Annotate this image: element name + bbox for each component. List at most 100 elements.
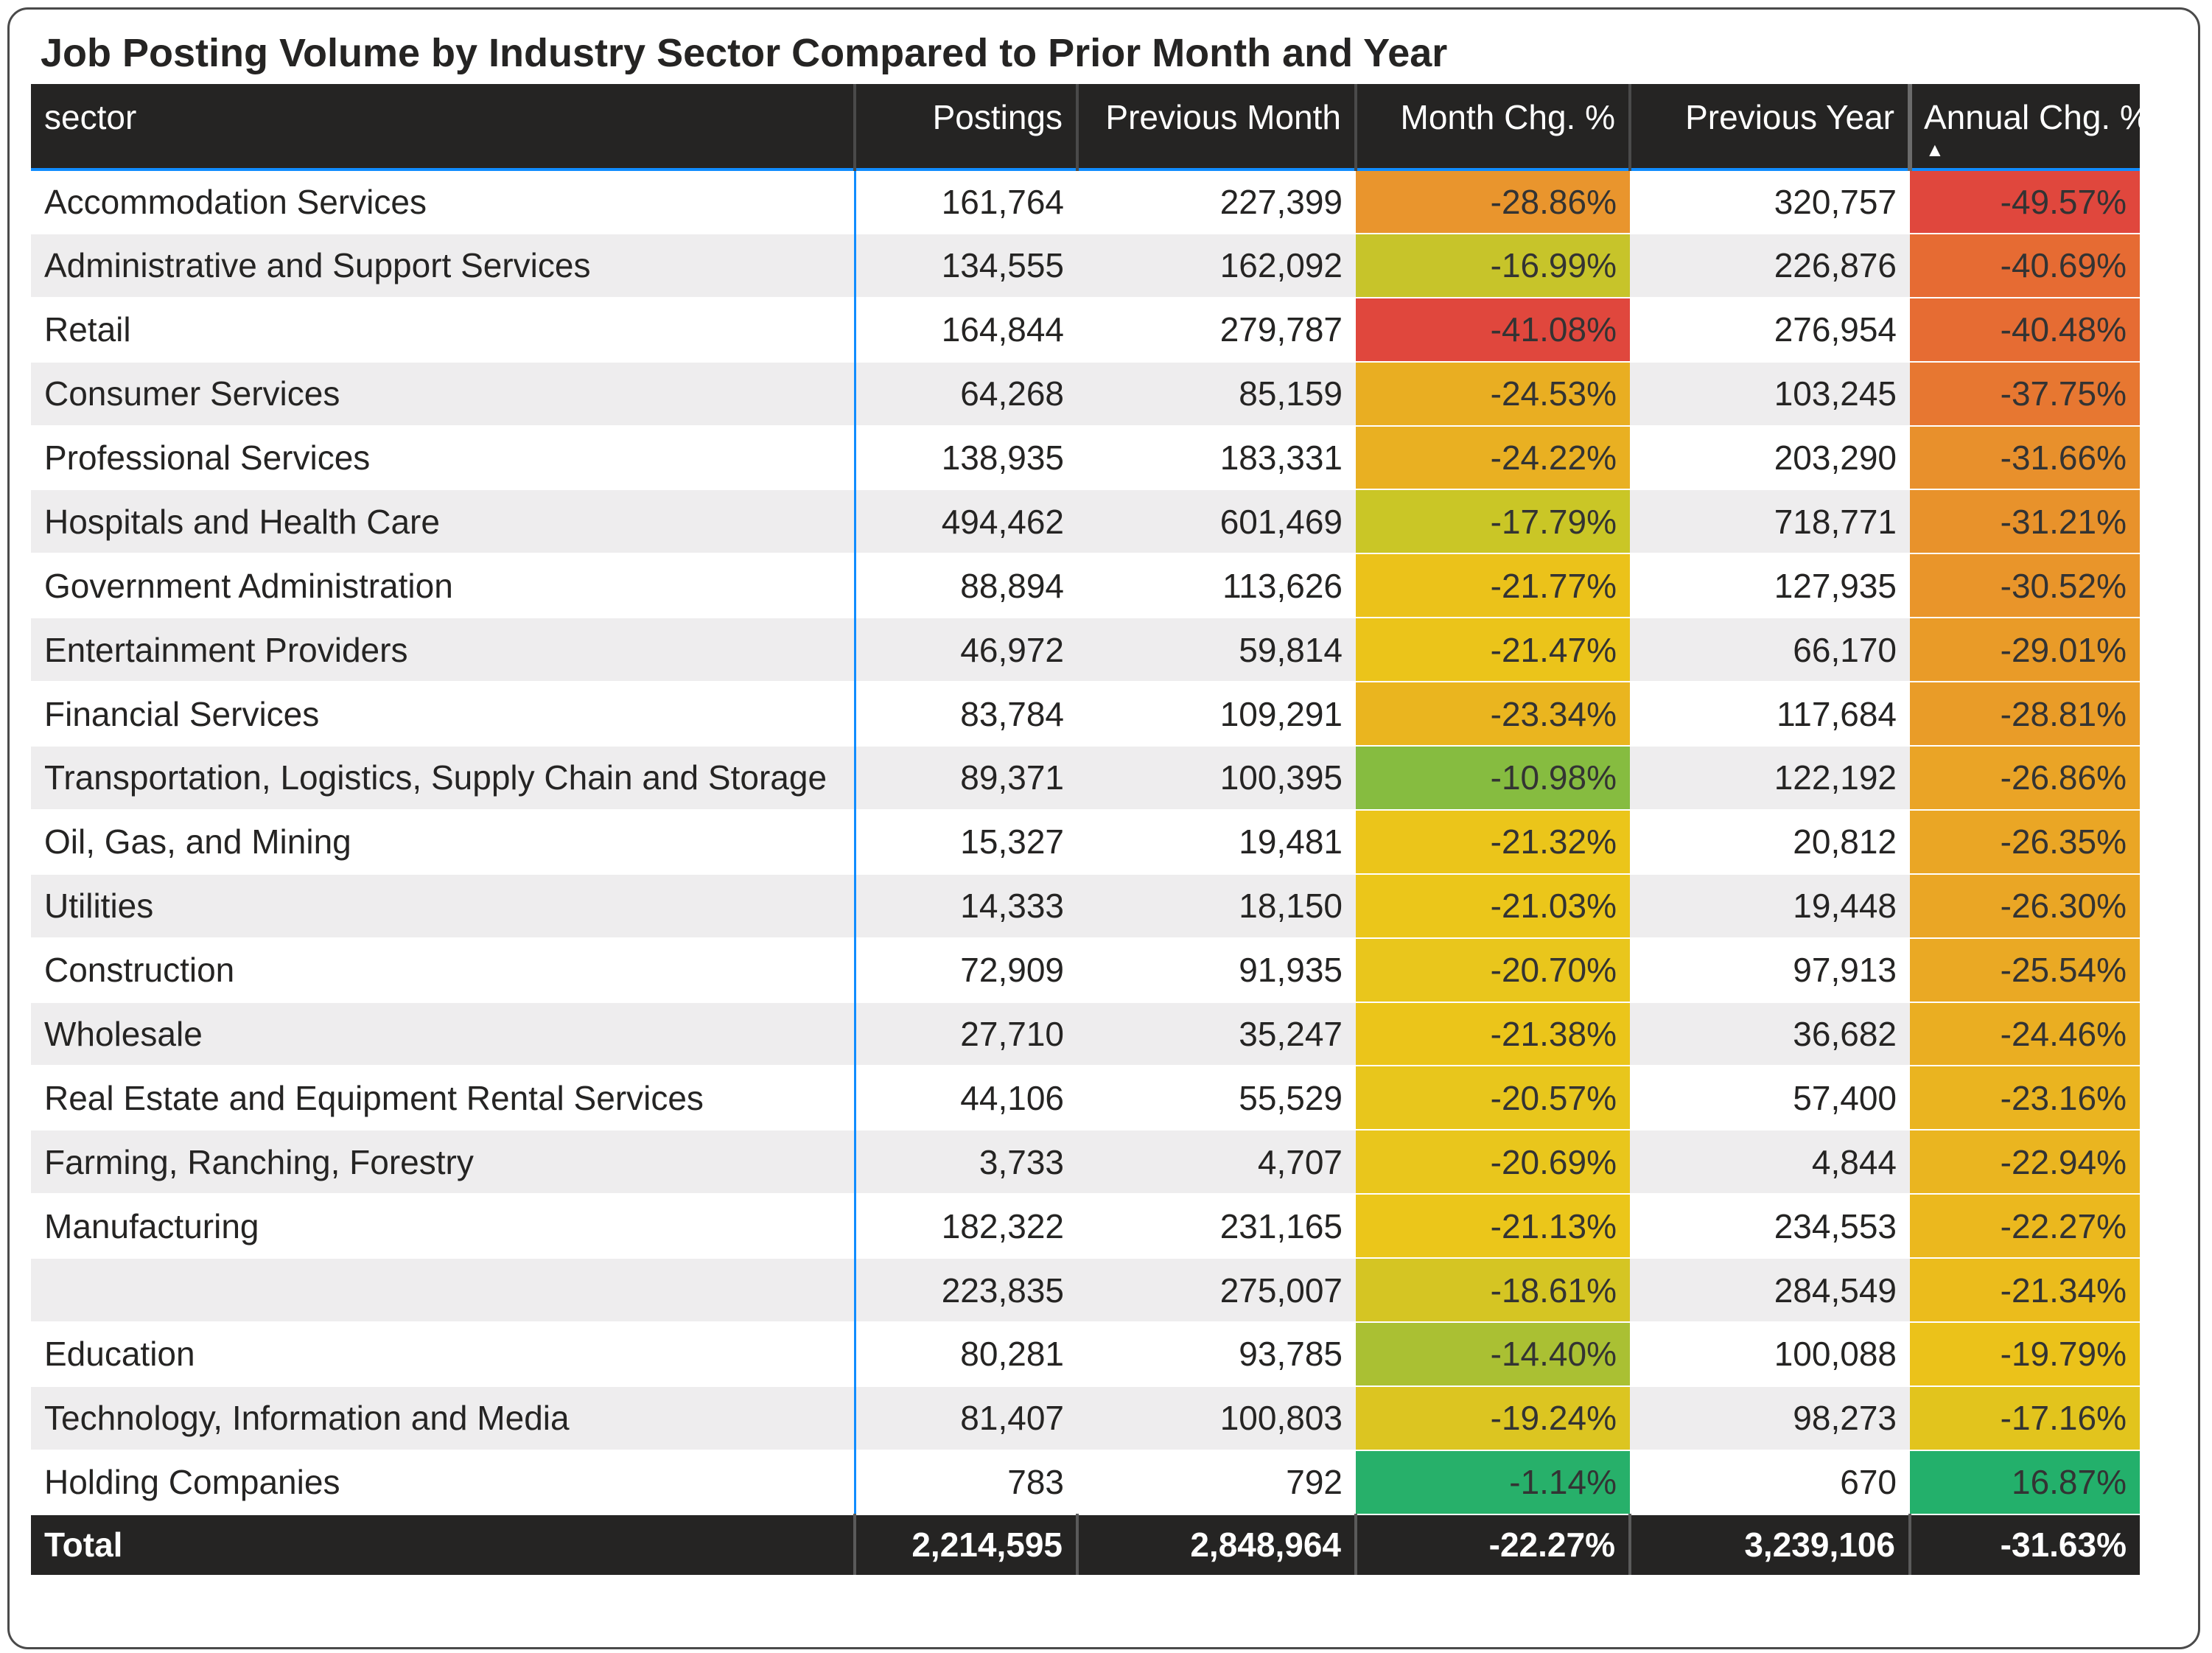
annual-change-cell: -49.57%: [1910, 168, 2140, 234]
previous-year-cell: 36,682: [1630, 1002, 1910, 1067]
total-previous-year: 3,239,106: [1628, 1514, 1910, 1575]
annual-change-cell: -31.21%: [1910, 489, 2140, 555]
month-change-cell: -24.22%: [1356, 425, 1630, 491]
table-row[interactable]: Technology, Information and Media 81,407 1…: [31, 1385, 2140, 1451]
sector-cell: Accommodation Services: [31, 168, 856, 234]
month-change-cell: -41.08%: [1356, 297, 1630, 363]
table-row[interactable]: Education 80,281 93,785 -14.40% 100,088 -19.7…: [31, 1322, 2140, 1387]
postings-cell: 89,371: [855, 746, 1077, 811]
month-change-cell: -28.86%: [1356, 168, 1630, 234]
total-annual-change: -31.63%: [1908, 1514, 2140, 1575]
sector-cell: Wholesale: [31, 1002, 856, 1067]
sector-cell: [31, 1258, 856, 1324]
previous-month-cell: 792: [1077, 1450, 1356, 1515]
annual-change-cell: -22.94%: [1910, 1130, 2140, 1195]
previous-year-cell: 226,876: [1630, 233, 1910, 298]
annual-change-cell: -24.46%: [1910, 1002, 2140, 1067]
postings-cell: 138,935: [855, 425, 1077, 491]
annual-change-cell: -29.01%: [1910, 618, 2140, 683]
table-row[interactable]: Oil, Gas, and Mining 15,327 19,481 -21.32% 2…: [31, 809, 2140, 875]
table-row[interactable]: Holding Companies 783 792 -1.14% 670 16.87%: [31, 1450, 2140, 1515]
table-row[interactable]: Entertainment Providers 46,972 59,814 -21.4…: [31, 618, 2140, 683]
month-change-cell: -21.38%: [1356, 1002, 1630, 1067]
postings-cell: 88,894: [855, 553, 1077, 619]
sector-cell: Government Administration: [31, 553, 856, 619]
table-row[interactable]: Accommodation Services 161,764 227,399 -28.…: [31, 168, 2140, 234]
previous-month-cell: 19,481: [1077, 809, 1356, 875]
table-row[interactable]: Manufacturing 182,322 231,165 -21.13% 234,55…: [31, 1194, 2140, 1259]
previous-year-cell: 100,088: [1630, 1322, 1910, 1387]
previous-month-cell: 113,626: [1077, 553, 1356, 619]
month-change-cell: -14.40%: [1356, 1322, 1630, 1387]
table-row[interactable]: Real Estate and Equipment Rental Service…: [31, 1066, 2140, 1131]
annual-change-cell: -26.35%: [1910, 809, 2140, 875]
sector-cell: Education: [31, 1322, 856, 1387]
table-row[interactable]: Farming, Ranching, Forestry 3,733 4,707 -20…: [31, 1130, 2140, 1195]
previous-year-cell: 117,684: [1630, 682, 1910, 747]
total-postings: 2,214,595: [853, 1514, 1077, 1575]
previous-month-cell: 109,291: [1077, 682, 1356, 747]
sector-cell: Utilities: [31, 873, 856, 939]
table-row[interactable]: Administrative and Support Services 134,5…: [31, 233, 2140, 298]
postings-cell: 223,835: [855, 1258, 1077, 1324]
previous-year-cell: 20,812: [1630, 809, 1910, 875]
month-change-cell: -20.57%: [1356, 1066, 1630, 1131]
sector-cell: Manufacturing: [31, 1194, 856, 1259]
sector-cell: Financial Services: [31, 682, 856, 747]
previous-year-cell: 670: [1630, 1450, 1910, 1515]
postings-cell: 494,462: [855, 489, 1077, 555]
annual-change-cell: -40.48%: [1910, 297, 2140, 363]
table-row[interactable]: Hospitals and Health Care 494,462 601,469-…: [31, 489, 2140, 555]
annual-change-cell: -25.54%: [1910, 937, 2140, 1003]
postings-cell: 27,710: [855, 1002, 1077, 1067]
total-label: Total: [31, 1514, 856, 1575]
sector-cell: Retail: [31, 297, 856, 363]
previous-month-cell: 18,150: [1077, 873, 1356, 939]
month-change-cell: -17.79%: [1356, 489, 1630, 555]
table-row[interactable]: Government Administration 88,894 113,626 -2…: [31, 553, 2140, 619]
previous-month-cell: 601,469: [1077, 489, 1356, 555]
sort-ascending-icon: ▲: [1925, 139, 1945, 161]
sector-cell: Farming, Ranching, Forestry: [31, 1130, 856, 1195]
previous-month-cell: 183,331: [1077, 425, 1356, 491]
column-header-previous-month[interactable]: Previous Month: [1076, 84, 1356, 170]
table-row[interactable]: Wholesale 27,710 35,247 -21.38% 36,682 -24.46…: [31, 1002, 2140, 1067]
previous-year-cell: 284,549: [1630, 1258, 1910, 1324]
sector-cell: Oil, Gas, and Mining: [31, 809, 856, 875]
table-row[interactable]: Professional Services 138,935 183,331 -24.2…: [31, 425, 2140, 491]
postings-cell: 164,844: [855, 297, 1077, 363]
table-row[interactable]: Financial Services 83,784 109,291 -23.34% 11…: [31, 682, 2140, 747]
postings-cell: 72,909: [855, 937, 1077, 1003]
month-change-cell: -19.24%: [1356, 1385, 1630, 1451]
column-header-previous-year[interactable]: Previous Year: [1628, 84, 1910, 170]
column-header-sector[interactable]: sector: [31, 84, 855, 170]
previous-year-cell: 320,757: [1630, 168, 1910, 234]
month-change-cell: -10.98%: [1356, 746, 1630, 811]
previous-month-cell: 55,529: [1077, 1066, 1356, 1131]
month-change-cell: -20.70%: [1356, 937, 1630, 1003]
previous-year-cell: 19,448: [1630, 873, 1910, 939]
previous-month-cell: 100,803: [1077, 1385, 1356, 1451]
table-row[interactable]: Transportation, Logistics, Supply Chain …: [31, 746, 2140, 811]
previous-year-cell: 276,954: [1630, 297, 1910, 363]
postings-cell: 134,555: [855, 233, 1077, 298]
postings-cell: 783: [855, 1450, 1077, 1515]
previous-month-cell: 85,159: [1077, 361, 1356, 427]
table-row[interactable]: Construction 72,909 91,935 -20.70% 97,913 -25…: [31, 937, 2140, 1003]
sector-cell: Real Estate and Equipment Rental Service…: [31, 1066, 856, 1131]
column-header-annual-change[interactable]: Annual Chg. % ▲: [1908, 84, 2150, 170]
column-header-month-change[interactable]: Month Chg. %: [1354, 84, 1630, 170]
previous-month-cell: 100,395: [1077, 746, 1356, 811]
previous-year-cell: 97,913: [1630, 937, 1910, 1003]
column-header-postings[interactable]: Postings: [853, 84, 1077, 170]
postings-cell: 3,733: [855, 1130, 1077, 1195]
previous-month-cell: 231,165: [1077, 1194, 1356, 1259]
previous-year-cell: 127,935: [1630, 553, 1910, 619]
previous-year-cell: 57,400: [1630, 1066, 1910, 1131]
table-row[interactable]: Consumer Services 64,268 85,159 -24.53% 103,…: [31, 361, 2140, 427]
annual-change-cell: -37.75%: [1910, 361, 2140, 427]
table-row[interactable]: Utilities 14,333 18,150 -21.03% 19,448 -26.30…: [31, 873, 2140, 939]
table-row[interactable]: Retail 164,844 279,787 -41.08% 276,954 -40.48…: [31, 297, 2140, 363]
table-row[interactable]: 223,835 275,007 -18.61% 284,549 -21.34%: [31, 1258, 2140, 1324]
annual-change-cell: 16.87%: [1910, 1450, 2140, 1515]
